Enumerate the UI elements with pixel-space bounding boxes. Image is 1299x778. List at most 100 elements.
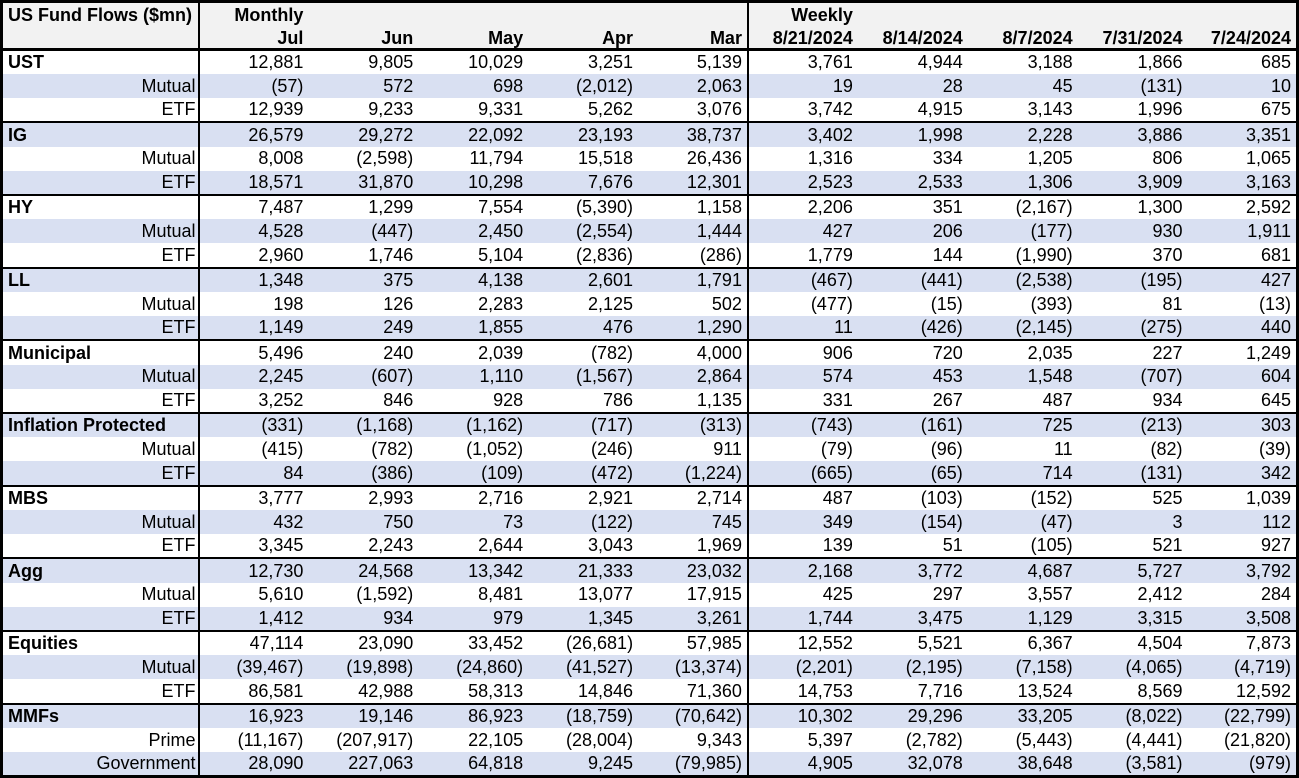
table-title: US Fund Flows ($mn) <box>1 1 199 52</box>
value-cell: (782) <box>591 342 634 363</box>
value-cell: (39) <box>1258 438 1291 459</box>
section-header-row: US Fund Flows ($mn) Monthly Weekly <box>1 1 1298 52</box>
value-cell: 714 <box>967 461 1078 487</box>
value-cell: (28,004) <box>566 729 634 750</box>
value-cell: (415) <box>197 437 309 462</box>
value-cell: 934 <box>1077 388 1188 414</box>
value-cell: (477) <box>746 291 858 317</box>
value-cell: (1,168) <box>308 412 419 438</box>
value-cell: 349 <box>746 509 858 535</box>
value-cell: (2,012) <box>528 73 639 99</box>
value-cell: (707) <box>1077 364 1188 389</box>
value-cell: 267 <box>857 388 968 414</box>
value-cell: (2,554) <box>528 219 639 244</box>
value-cell: (2,538) <box>967 267 1078 292</box>
value-cell: 206 <box>857 219 968 244</box>
value-cell: 2,644 <box>418 534 529 560</box>
value-cell: 32,078 <box>857 752 968 778</box>
value-cell: 19 <box>746 73 858 99</box>
value-cell: 4,915 <box>857 98 968 124</box>
value-cell: 1,969 <box>638 534 748 560</box>
table-row-equities-etf: ETF 86,581 42,988 58,313 14,846 71,360 14,753 7… <box>1 679 1298 705</box>
value-cell: 144 <box>857 243 968 269</box>
value-cell: (70,642) <box>638 703 748 728</box>
table-row-inflation-protected: Inflation Protected (331) (1,168) (1,162) (7… <box>1 412 1298 438</box>
value-cell: (607) <box>308 364 419 389</box>
value-cell: 3,043 <box>528 534 639 560</box>
value-cell: 2,533 <box>857 170 968 197</box>
value-cell: 11 <box>1053 438 1073 459</box>
section-header-spacer <box>528 1 639 28</box>
value-cell: (213) <box>1077 412 1188 438</box>
value-cell: 10,298 <box>418 170 529 197</box>
value-cell: (5,443) <box>1015 729 1073 750</box>
value-cell: 1,855 <box>418 316 529 342</box>
value-cell: 31,870 <box>308 170 419 197</box>
value-cell: (79,985) <box>638 752 748 778</box>
table-row-ll-etf: ETF 1,149 249 1,855 476 1,290 11 (426) (2,145) (2… <box>1 316 1298 342</box>
value-cell: (4,065) <box>1077 655 1188 680</box>
table-row-mmfs-prime: Prime (11,167) (207,917) 22,105 (28,004) 9,34… <box>2 727 1298 753</box>
value-cell: 2,714 <box>696 487 742 508</box>
value-cell: 1,412 <box>197 606 309 632</box>
value-cell: 16,923 <box>197 703 309 728</box>
value-cell: 284 <box>1260 584 1291 605</box>
value-cell: 2,243 <box>308 534 419 560</box>
value-cell: 487 <box>746 485 858 510</box>
value-cell: 1,866 <box>1137 52 1183 73</box>
value-cell: 1,290 <box>638 316 748 342</box>
value-cell: 33,205 <box>967 703 1078 728</box>
value-cell: (152) <box>1030 487 1073 508</box>
value-cell: (11,167) <box>197 727 309 753</box>
value-cell: 23,090 <box>358 633 414 654</box>
value-cell: 2,063 <box>638 73 748 99</box>
value-cell: 645 <box>1187 388 1298 414</box>
category-label: UST <box>8 52 44 73</box>
table-row-mbs: MBS 3,777 2,993 2,716 2,921 2,714 487 (103) (152… <box>2 485 1298 510</box>
value-cell: 9,331 <box>418 98 529 124</box>
value-cell: (47) <box>967 509 1078 535</box>
table-row-inflation-protected-etf: ETF 84 (386) (109) (472) (1,224) (665) (65) 714(… <box>1 461 1298 487</box>
value-cell: 23,032 <box>638 558 748 583</box>
section-header-spacer <box>967 1 1078 28</box>
value-cell: 1,998 <box>857 122 968 147</box>
section-header-spacer <box>308 1 419 28</box>
table-row-mmfs-government: Government 28,090 227,063 64,818 9,245 (79,98… <box>1 752 1298 778</box>
value-cell: (19,898) <box>308 655 419 680</box>
value-cell: 13,342 <box>418 558 529 583</box>
value-cell: 47,114 <box>197 630 309 656</box>
value-cell: 4,504 <box>1137 633 1183 654</box>
value-cell: 370 <box>1077 243 1188 269</box>
value-cell: 5,139 <box>696 52 742 73</box>
value-cell: (161) <box>857 412 968 438</box>
column-header-mar: Mar <box>638 27 748 52</box>
value-cell: (57) <box>197 73 309 99</box>
value-cell: (2,195) <box>857 655 968 680</box>
value-cell: 10 <box>1187 73 1298 99</box>
value-cell: 521 <box>1077 534 1188 560</box>
value-cell: (426) <box>857 316 968 342</box>
value-cell: 4,687 <box>967 558 1078 583</box>
value-cell: 440 <box>1187 316 1298 342</box>
value-cell: 375 <box>308 267 419 292</box>
value-cell: 3,076 <box>638 98 748 124</box>
table-row-inflation-protected-mutual: Mutual (415) (782) (1,052) (246) 911 (79) (96) 1… <box>2 437 1298 462</box>
value-cell: (131) <box>1077 73 1188 99</box>
table-body: UST 12,881 9,805 10,029 3,251 5,139 3,761 4,944… <box>1 49 1298 778</box>
value-cell: 13,077 <box>578 584 634 605</box>
value-cell: (13) <box>1258 293 1291 314</box>
value-cell: 73 <box>418 509 529 535</box>
value-cell: 806 <box>1152 148 1183 169</box>
value-cell: 4,944 <box>917 52 963 73</box>
value-cell: (105) <box>967 534 1078 560</box>
value-cell: 29,296 <box>857 703 968 728</box>
value-cell: 2,206 <box>746 195 858 220</box>
value-cell: 3,777 <box>197 485 309 510</box>
value-cell: 675 <box>1187 98 1298 124</box>
value-cell: 2,412 <box>1137 584 1183 605</box>
table-row-ig-mutual: Mutual 8,008 (2,598) 11,794 15,518 26,436 1,31… <box>2 146 1298 171</box>
row-label: ETF <box>1 170 199 197</box>
value-cell: 12,881 <box>197 49 309 74</box>
value-cell: 1,791 <box>638 267 748 292</box>
value-cell: 2,245 <box>197 364 309 389</box>
